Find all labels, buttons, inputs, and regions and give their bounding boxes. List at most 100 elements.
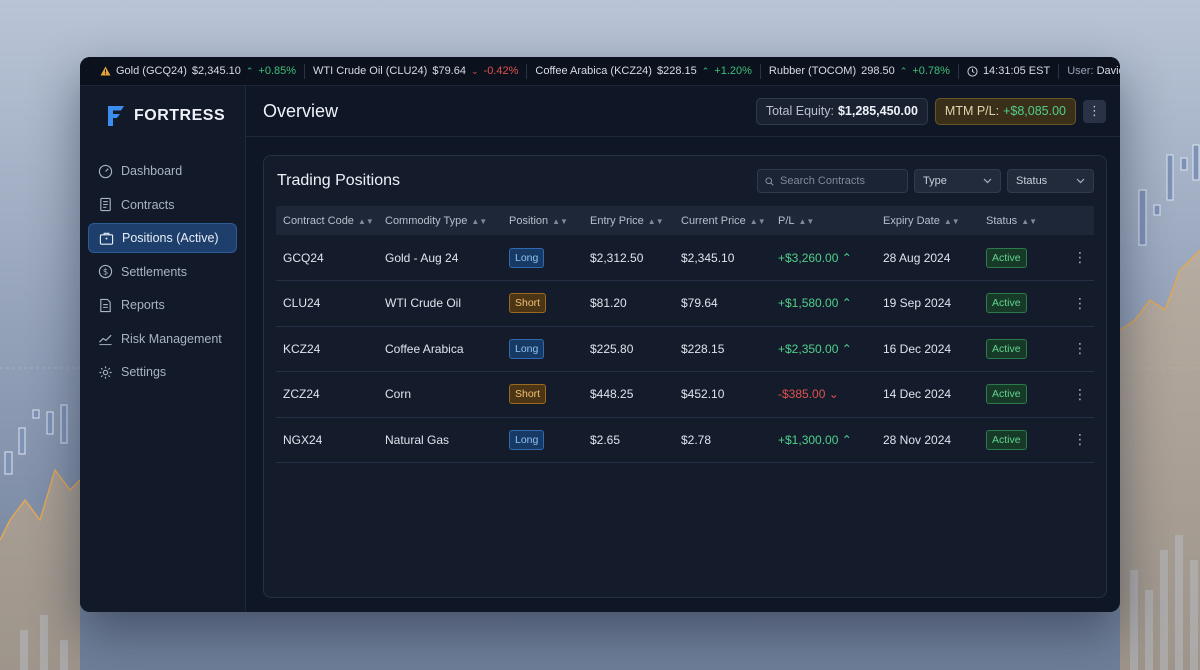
column-header-actions bbox=[1059, 206, 1094, 235]
row-menu-button[interactable]: ⋮ bbox=[1059, 372, 1094, 418]
table-row[interactable]: CLU24 WTI Crude Oil Short $81.20 $79.64 … bbox=[276, 281, 1094, 327]
search-box[interactable] bbox=[757, 169, 908, 193]
status-filter-select[interactable]: Status bbox=[1007, 169, 1094, 193]
cell-commodity: Gold - Aug 24 bbox=[385, 250, 459, 265]
sidebar-item-label: Dashboard bbox=[121, 164, 183, 178]
ticker-item-gold[interactable]: Gold (GCQ24) $2,345.10 ⌃ +0.85% bbox=[92, 63, 306, 79]
header-more-button[interactable]: ⋮ bbox=[1083, 99, 1106, 123]
cell-commodity: Coffee Arabica bbox=[385, 341, 464, 356]
ticker-price: $2,345.10 bbox=[191, 65, 241, 77]
table-row[interactable]: GCQ24 Gold - Aug 24 Long $2,312.50 $2,34… bbox=[276, 235, 1094, 281]
row-menu-button[interactable]: ⋮ bbox=[1059, 235, 1094, 281]
column-header-contract-code[interactable]: Contract Code ▲▼ bbox=[283, 214, 374, 227]
ticker-item-rubber[interactable]: Rubber (TOCOM) 298.50 ⌃ +0.78% bbox=[761, 63, 959, 79]
sidebar-item-label: Settlements bbox=[121, 264, 188, 279]
type-filter-select[interactable]: Type bbox=[914, 169, 1001, 193]
cell-entry-price: $225.80 bbox=[590, 341, 634, 356]
cell-expiry-date: 28 Nov 2024 bbox=[883, 432, 952, 447]
equity-label: Total Equity: bbox=[765, 104, 834, 118]
app-window: Gold (GCQ24) $2,345.10 ⌃ +0.85% WTI Crud… bbox=[80, 57, 1120, 612]
main-content: Overview Total Equity: $1,285,450.00 MTM… bbox=[246, 86, 1120, 612]
current-user[interactable]: User: David Chen bbox=[1059, 65, 1120, 77]
trading-positions-panel: Trading Positions Type Status bbox=[263, 155, 1107, 598]
row-menu-button[interactable]: ⋮ bbox=[1059, 417, 1094, 463]
table-row[interactable]: NGX24 Natural Gas Long $2.65 $2.78 +$1,3… bbox=[276, 417, 1094, 463]
ticker-item-crude-oil[interactable]: WTI Crude Oil (CLU24) $79.64 ⌄ -0.42% bbox=[305, 63, 528, 79]
cell-commodity: Corn bbox=[385, 387, 412, 402]
arrow-up-icon: ⌃ bbox=[841, 250, 852, 265]
market-clock: 14:31:05 EST bbox=[959, 63, 1060, 79]
chevron-down-icon bbox=[983, 178, 992, 184]
total-equity-badge: Total Equity: $1,285,450.00 bbox=[755, 97, 928, 125]
mtm-label: MTM P/L: bbox=[944, 104, 1000, 118]
arrow-up-icon: ⌃ bbox=[841, 432, 852, 447]
kebab-icon: ⋮ bbox=[1073, 385, 1087, 402]
sidebar-item-settlements[interactable]: $ Settlements bbox=[88, 257, 237, 287]
sidebar-item-contracts[interactable]: Contracts bbox=[88, 190, 237, 220]
sort-icon: ▲▼ bbox=[1021, 216, 1038, 226]
panel-title: Trading Positions bbox=[277, 172, 401, 189]
panel-header: Trading Positions Type Status bbox=[264, 156, 1106, 206]
ticker-name: Gold (GCQ24) bbox=[116, 65, 187, 77]
cell-contract-code: KCZ24 bbox=[283, 341, 321, 356]
cell-entry-price: $2.65 bbox=[590, 432, 621, 447]
sort-icon: ▲▼ bbox=[798, 216, 815, 226]
column-header-current-price[interactable]: Current Price ▲▼ bbox=[681, 214, 766, 227]
page-header: Overview Total Equity: $1,285,450.00 MTM… bbox=[246, 86, 1120, 137]
sidebar-item-settings[interactable]: Settings bbox=[88, 357, 237, 387]
status-filter-value: Status bbox=[1016, 175, 1048, 187]
clock-time: 14:31:05 EST bbox=[982, 65, 1051, 77]
cell-entry-price: $448.25 bbox=[590, 387, 634, 402]
row-menu-button[interactable]: ⋮ bbox=[1059, 281, 1094, 327]
status-badge: Active bbox=[986, 247, 1027, 268]
kebab-icon: ⋮ bbox=[1073, 431, 1087, 448]
clock-icon bbox=[967, 65, 978, 77]
sidebar-item-label: Reports bbox=[121, 298, 165, 312]
arrow-down-icon: ⌄ bbox=[828, 387, 839, 402]
positions-table: Contract Code ▲▼ Commodity Type ▲▼ Positio… bbox=[276, 206, 1094, 463]
ticker-item-coffee[interactable]: Coffee Arabica (KCZ24) $228.15 ⌃ +1.20% bbox=[527, 63, 761, 79]
type-filter-value: Type bbox=[923, 175, 947, 187]
cell-pl: +$3,260.00 bbox=[778, 250, 839, 265]
cell-current-price: $79.64 bbox=[681, 296, 718, 311]
sort-icon: ▲▼ bbox=[647, 216, 664, 226]
arrow-up-icon: ⌃ bbox=[245, 65, 254, 76]
sidebar-item-positions-active[interactable]: Positions (Active) bbox=[88, 223, 237, 253]
row-menu-button[interactable]: ⋮ bbox=[1059, 326, 1094, 372]
sidebar-item-reports[interactable]: Reports bbox=[88, 290, 237, 320]
cell-contract-code: NGX24 bbox=[283, 432, 323, 447]
sidebar-item-risk-management[interactable]: Risk Management bbox=[88, 324, 237, 354]
cell-expiry-date: 28 Aug 2024 bbox=[883, 250, 951, 265]
kebab-icon: ⋮ bbox=[1073, 294, 1087, 311]
ticker-price: $228.15 bbox=[656, 65, 697, 77]
arrow-down-icon: ⌄ bbox=[470, 65, 479, 76]
column-header-status[interactable]: Status ▲▼ bbox=[986, 214, 1038, 227]
cell-pl: +$1,300.00 bbox=[778, 432, 839, 447]
briefcase-icon bbox=[99, 232, 114, 245]
price-ticker: Gold (GCQ24) $2,345.10 ⌃ +0.85% WTI Crud… bbox=[80, 57, 1120, 86]
cell-commodity: WTI Crude Oil bbox=[385, 296, 462, 311]
column-header-commodity-type[interactable]: Commodity Type ▲▼ bbox=[385, 214, 488, 227]
user-name: David Chen bbox=[1096, 65, 1120, 77]
search-input[interactable] bbox=[780, 175, 900, 187]
column-header-pl[interactable]: P/L ▲▼ bbox=[778, 214, 815, 227]
sidebar-item-dashboard[interactable]: Dashboard bbox=[88, 156, 237, 186]
column-header-position[interactable]: Position ▲▼ bbox=[509, 214, 568, 227]
position-badge: Long bbox=[509, 338, 545, 359]
table-row[interactable]: KCZ24 Coffee Arabica Long $225.80 $228.1… bbox=[276, 326, 1094, 372]
svg-text:$: $ bbox=[103, 267, 108, 277]
mtm-pl-badge: MTM P/L: +$8,085.00 bbox=[934, 97, 1076, 125]
sort-icon: ▲▼ bbox=[357, 216, 374, 226]
status-badge: Active bbox=[986, 429, 1027, 450]
cell-entry-price: $81.20 bbox=[590, 296, 627, 311]
column-header-entry-price[interactable]: Entry Price ▲▼ bbox=[590, 214, 664, 227]
brand-logo[interactable]: FORTRESS bbox=[106, 104, 245, 128]
ticker-price: 298.50 bbox=[861, 65, 895, 77]
column-header-expiry-date[interactable]: Expiry Date ▲▼ bbox=[883, 214, 960, 227]
cell-current-price: $228.15 bbox=[681, 341, 725, 356]
cell-pl: -$385.00 bbox=[778, 387, 826, 402]
table-row[interactable]: ZCZ24 Corn Short $448.25 $452.10 -$385.0… bbox=[276, 372, 1094, 418]
sidebar-item-label: Settings bbox=[121, 365, 167, 379]
gauge-icon bbox=[98, 164, 113, 178]
sort-icon: ▲▼ bbox=[943, 216, 960, 226]
